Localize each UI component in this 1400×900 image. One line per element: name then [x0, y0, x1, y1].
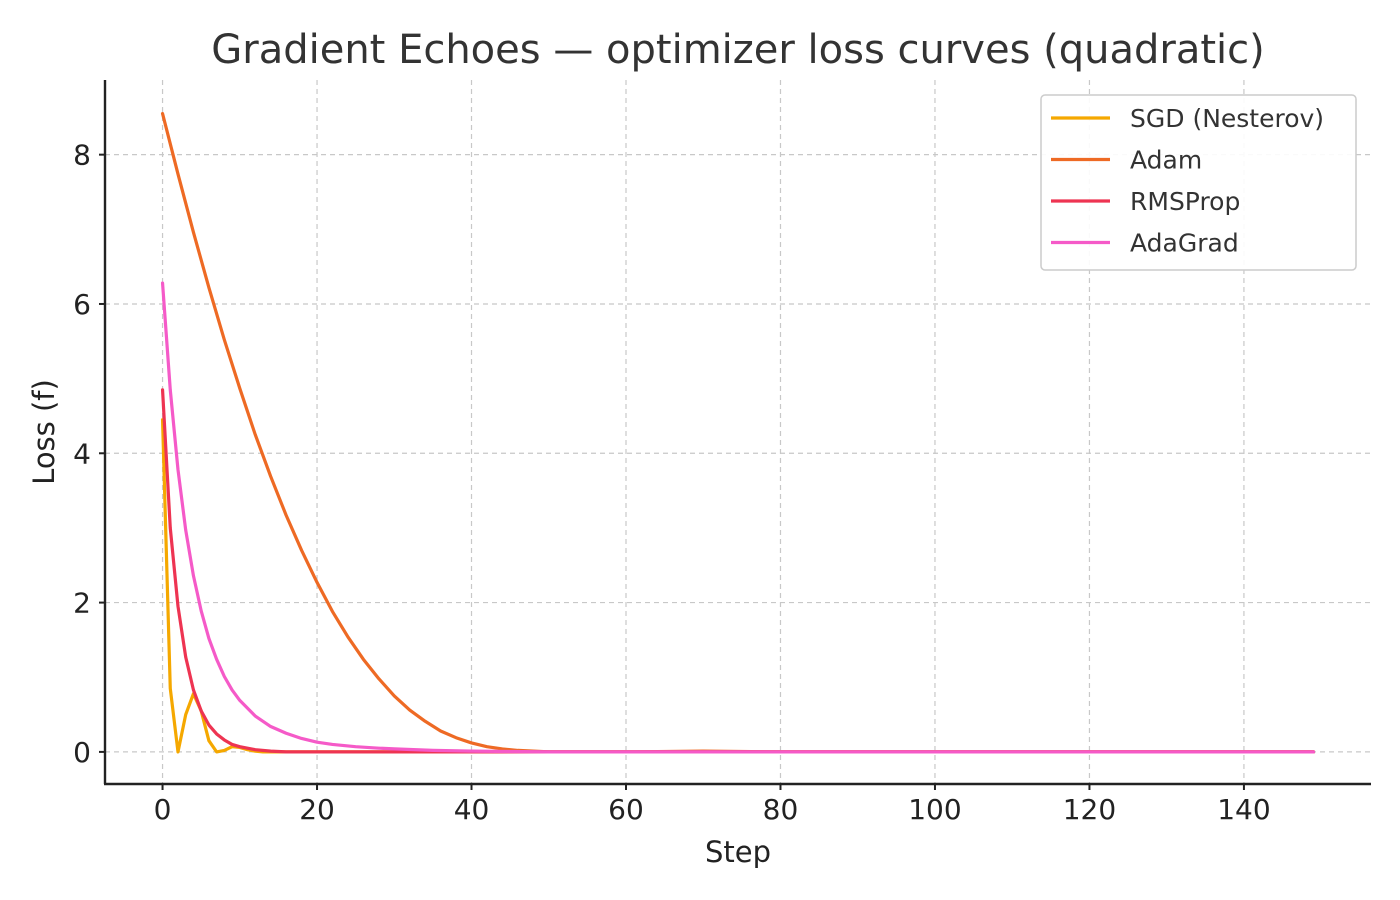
x-tick-label: 120 [1063, 793, 1116, 826]
axes [103, 80, 1371, 786]
legend-box [1040, 94, 1357, 271]
x-axis-label: Step [705, 835, 771, 869]
x-tick-label: 20 [299, 793, 335, 826]
x-tick-label: 0 [154, 793, 172, 826]
series-line-adagrad [160, 281, 1316, 754]
y-tick-label: 6 [73, 288, 91, 321]
x-tick-label: 40 [454, 793, 490, 826]
x-tick-label: 100 [908, 793, 961, 826]
y-tick-label: 0 [73, 736, 91, 769]
series-line-rmsprop [160, 388, 1316, 754]
y-tick-label: 2 [73, 587, 91, 620]
x-ticks: 0 20 40 60 80 100 120 140 [154, 784, 1271, 826]
legend-label: RMSProp [1130, 187, 1240, 216]
y-axis-label: Loss (f) [27, 379, 61, 485]
x-tick-label: 80 [763, 793, 799, 826]
chart-title: Gradient Echoes — optimizer loss curves … [211, 27, 1265, 73]
x-tick-label: 60 [608, 793, 644, 826]
y-ticks: 0 2 4 6 8 [73, 139, 105, 769]
legend-label: Adam [1130, 146, 1202, 175]
x-tick-label: 140 [1217, 793, 1270, 826]
y-tick-label: 8 [73, 139, 91, 172]
legend-label: SGD (Nesterov) [1130, 104, 1324, 133]
series-lines [160, 111, 1316, 754]
y-tick-label: 4 [73, 437, 91, 470]
legend-label: AdaGrad [1130, 229, 1239, 258]
legend: SGD (Nesterov) Adam RMSProp AdaGrad [1040, 94, 1357, 271]
